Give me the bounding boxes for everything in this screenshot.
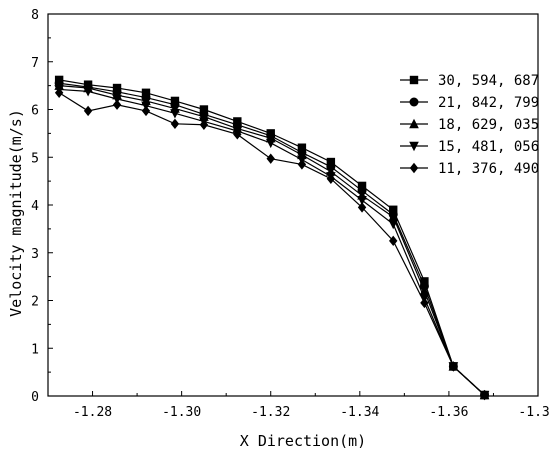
data-point (170, 118, 180, 130)
legend-marker (409, 118, 419, 129)
data-point (199, 105, 209, 114)
x-tick-label: -1.36 (429, 405, 468, 420)
series-layer (54, 75, 490, 401)
legend-label: 18, 629, 035 (438, 117, 539, 133)
series-2 (54, 78, 490, 400)
legend-entry: 15, 481, 056 (400, 139, 539, 155)
data-point (141, 88, 151, 97)
data-point (420, 277, 429, 286)
data-point (112, 94, 122, 105)
data-point (54, 87, 64, 98)
data-point (357, 181, 367, 191)
y-tick-label: 0 (31, 390, 39, 405)
y-tick-label: 7 (31, 56, 39, 71)
legend-marker (409, 97, 419, 107)
data-point (112, 99, 122, 110)
data-point (449, 361, 458, 372)
x-tick-label: -1.30 (162, 405, 201, 420)
data-point (480, 389, 489, 401)
data-point (357, 196, 367, 206)
x-axis-title: X Direction(m) (240, 432, 366, 450)
legend-label: 15, 481, 056 (438, 139, 539, 155)
data-point (141, 105, 151, 117)
y-tick-label: 4 (31, 199, 39, 214)
legend-marker (409, 75, 419, 85)
y-axis-title: Velocity magnitude(m/s) (7, 109, 25, 317)
data-point (326, 157, 336, 167)
y-tick-label: 6 (31, 104, 39, 119)
legend-label: 30, 594, 687 (438, 73, 539, 89)
legend-entry: 11, 376, 490 (400, 161, 539, 177)
data-point (233, 129, 242, 140)
x-tick-label: -1.28 (73, 405, 112, 420)
x-tick-label: -1.34 (340, 405, 379, 420)
y-tick-label: 5 (31, 151, 39, 166)
data-point (297, 159, 307, 170)
series-5 (54, 87, 489, 401)
data-point (170, 109, 180, 119)
plot-frame (47, 13, 539, 397)
legend-entry: 21, 842, 799 (400, 95, 539, 111)
y-tick-label: 3 (31, 247, 39, 262)
series-line (59, 79, 485, 396)
data-point (297, 143, 307, 152)
data-point (389, 205, 398, 214)
data-point (357, 202, 367, 213)
data-point (83, 87, 93, 97)
data-point (199, 119, 209, 130)
data-point (420, 297, 429, 309)
legend: 30, 594, 687 21, 842, 799 18, 629, 035 15, … (400, 73, 539, 177)
data-point (388, 219, 399, 230)
y-tick-label: 1 (31, 342, 39, 357)
data-point (389, 235, 398, 247)
legend-marker (409, 162, 419, 174)
y-tick-label: 2 (31, 295, 39, 310)
x-tick-label: -1.32 (251, 405, 290, 420)
data-point (265, 138, 276, 149)
data-point (388, 211, 399, 222)
series-3 (54, 80, 490, 400)
y-tick-label: 8 (31, 8, 39, 23)
legend-entry: 18, 629, 035 (400, 117, 539, 133)
data-point (326, 173, 336, 184)
legend-marker (409, 141, 419, 152)
legend-label: 11, 376, 490 (438, 161, 539, 177)
data-point (83, 105, 93, 117)
data-point (266, 153, 275, 164)
legend-label: 21, 842, 799 (438, 95, 539, 111)
axes: -1.28 -1.30 -1.32 -1.34 -1.36 -1.38 0 1 2 3 4 5 6 7 8 (31, 8, 550, 420)
x-tick-label: -1.38 (518, 405, 550, 420)
legend-entry: 30, 594, 687 (400, 73, 539, 89)
